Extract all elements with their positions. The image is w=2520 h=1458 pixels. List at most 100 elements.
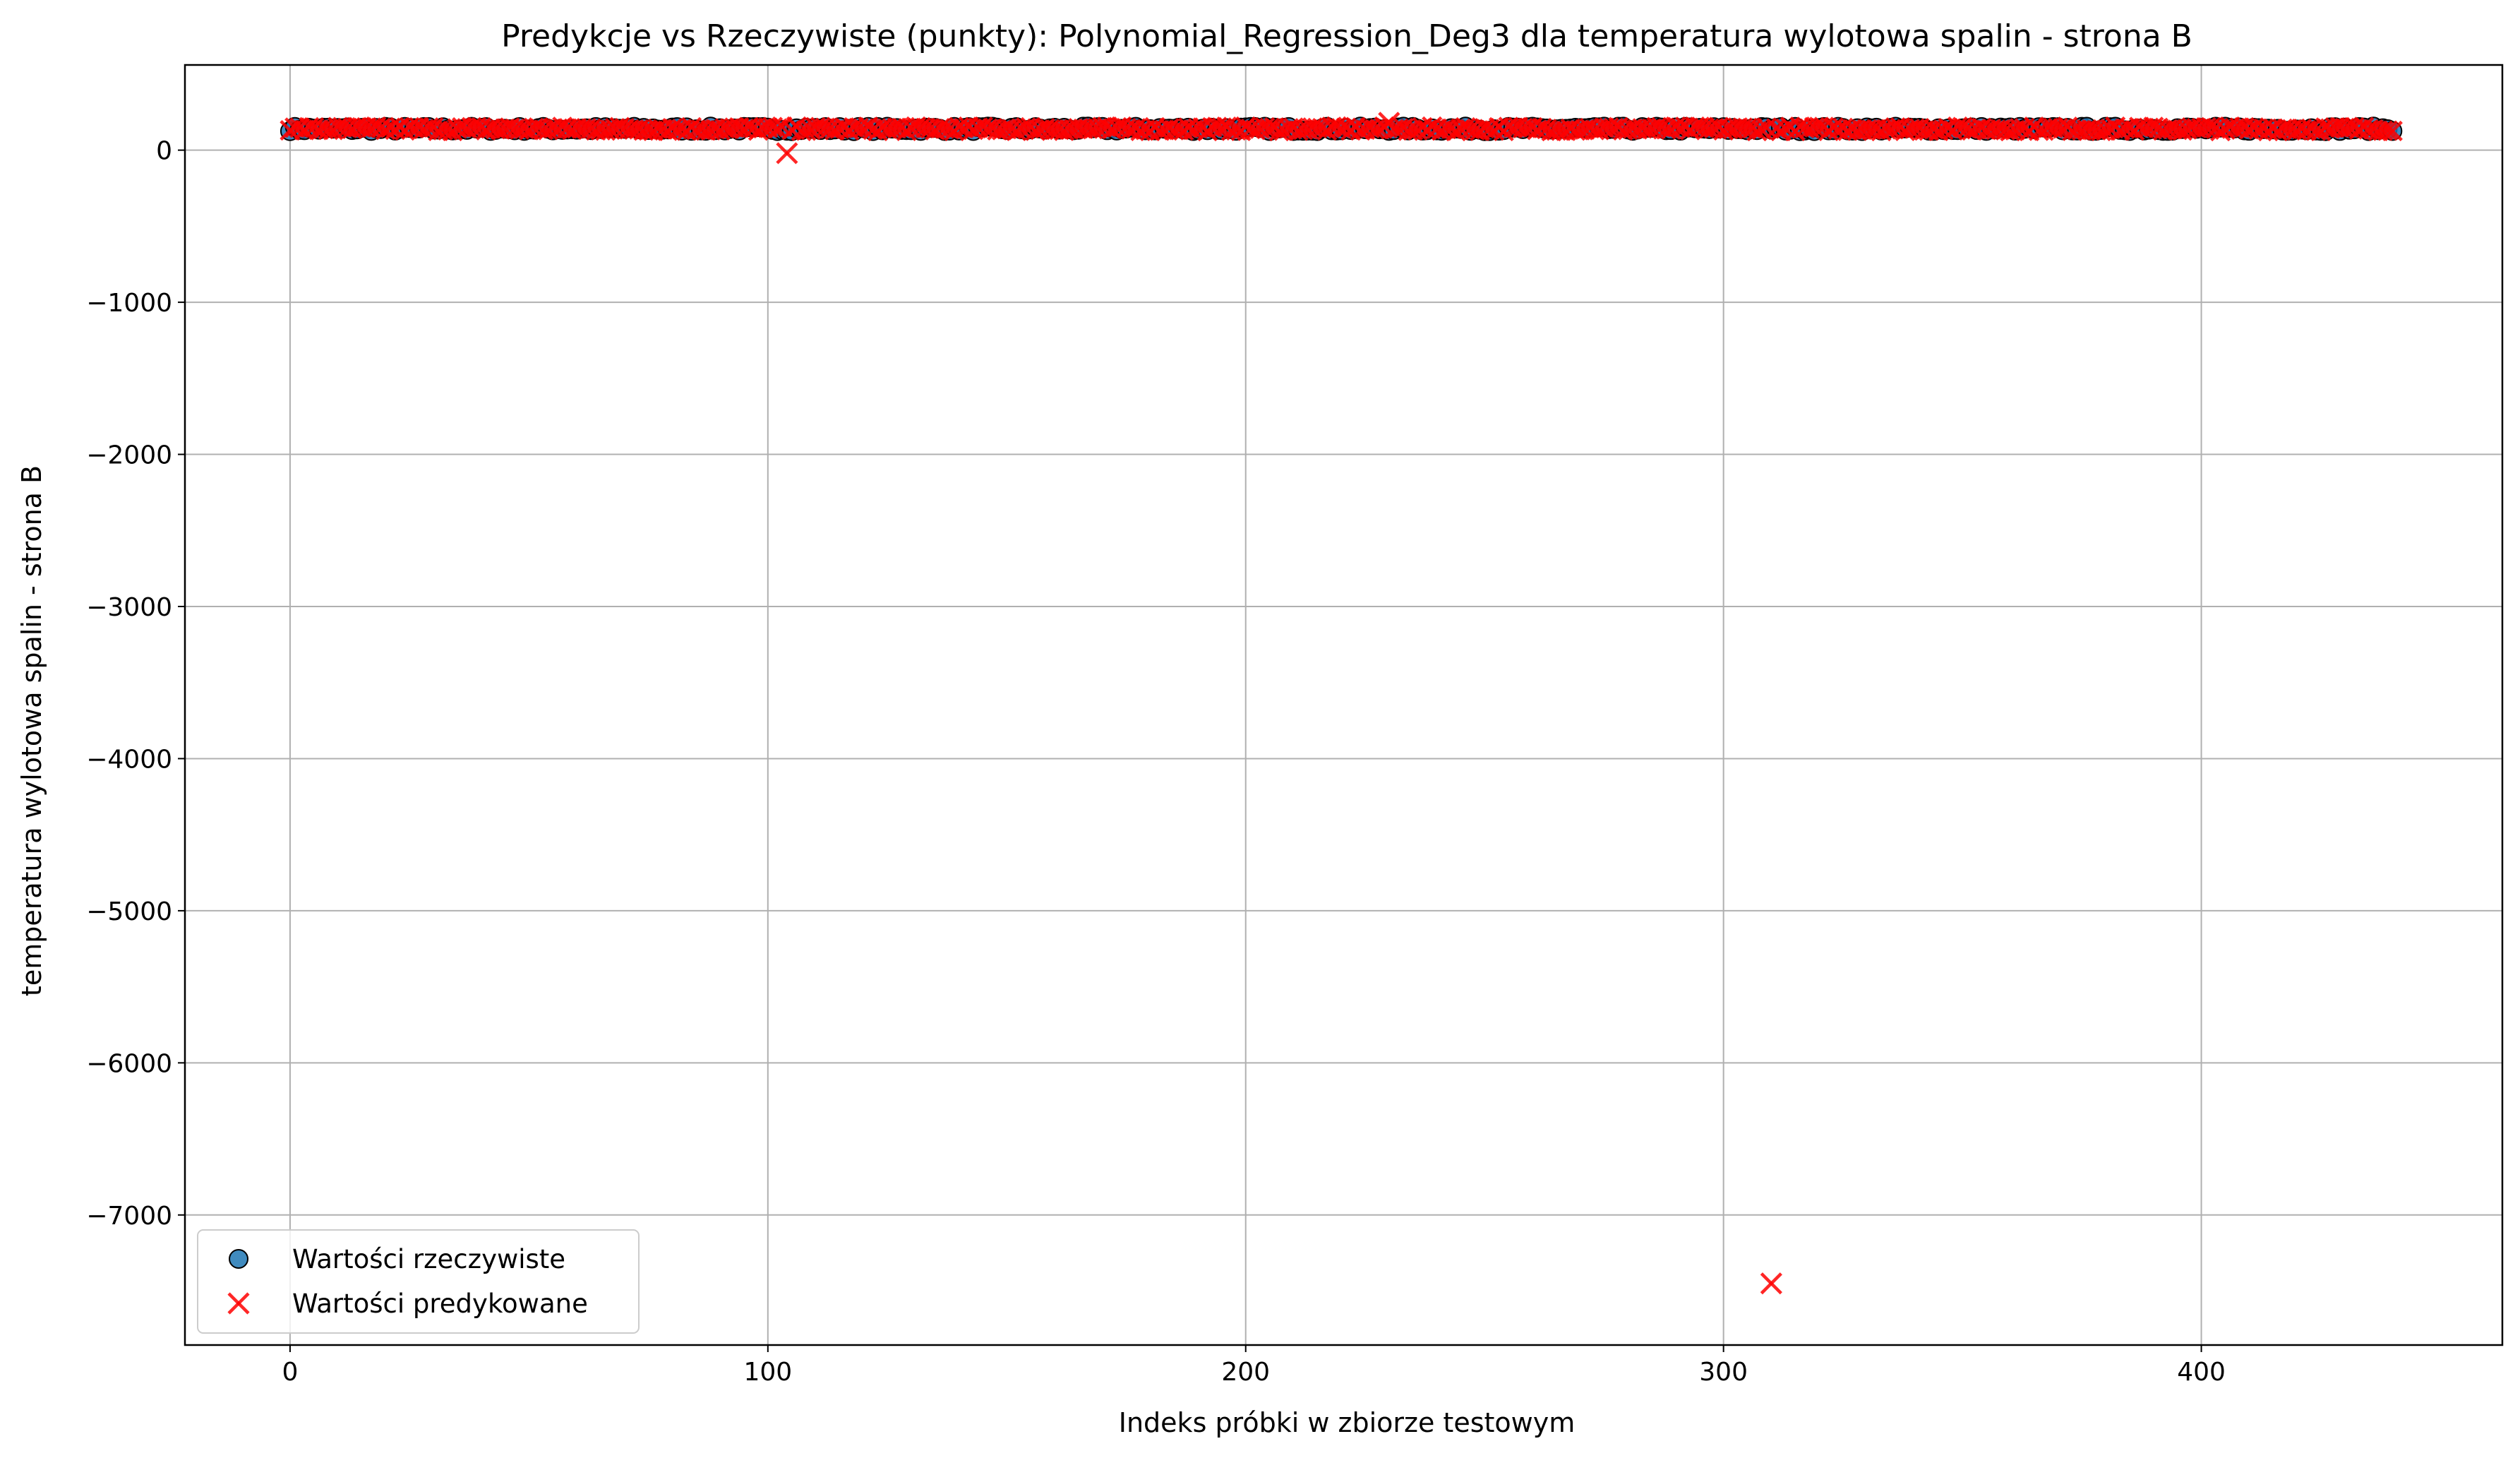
x-marker-stroke <box>1436 119 1457 140</box>
x-marker-stroke <box>1579 117 1600 139</box>
x-marker-stroke <box>2043 117 2064 138</box>
y-tick-label: −5000 <box>86 897 172 926</box>
x-marker-stroke <box>1651 116 1672 138</box>
x-marker-stroke <box>1775 118 1796 139</box>
x-tick-label: 200 <box>1221 1358 1270 1387</box>
x-marker-stroke <box>2248 119 2269 140</box>
predicted-point <box>2377 120 2399 141</box>
x-marker-stroke <box>1923 119 1945 140</box>
legend: Wartości rzeczywiste Wartości predykowane <box>197 1229 640 1334</box>
x-marker-stroke <box>724 117 745 138</box>
x-marker-stroke <box>1995 119 2016 141</box>
x-marker-stroke <box>1546 120 1567 141</box>
x-marker-stroke <box>2372 120 2394 141</box>
x-marker-stroke <box>953 117 974 139</box>
x-marker-stroke <box>404 117 425 139</box>
x-marker-stroke <box>666 119 688 140</box>
x-marker-stroke <box>1360 117 1381 138</box>
x-marker-stroke <box>2205 118 2226 139</box>
x-marker-stroke <box>2382 120 2403 142</box>
x-marker-stroke <box>1240 119 1261 140</box>
ticks-layer: 0 100 200 300 400 0 −1000 −2000 −3000 −4000 −5000 −… <box>86 137 2226 1387</box>
x-marker-stroke <box>1331 118 1352 139</box>
x-marker-stroke <box>776 142 798 165</box>
x-marker-stroke <box>1541 121 1562 142</box>
x-marker-stroke <box>820 118 841 139</box>
x-marker-stroke <box>1044 119 1065 141</box>
y-tick-label: −1000 <box>86 289 172 318</box>
x-marker-stroke <box>585 120 606 141</box>
x-marker-stroke <box>1441 118 1462 140</box>
x-marker-stroke <box>1474 118 1495 139</box>
x-marker-stroke <box>2086 119 2107 141</box>
x-marker-stroke <box>1765 118 1787 139</box>
x-marker-stroke <box>1828 119 1849 140</box>
x-marker-stroke <box>829 118 850 139</box>
x-marker-stroke <box>1593 117 1615 138</box>
x-marker-stroke <box>1187 118 1208 139</box>
x-tick-label: 0 <box>282 1358 298 1387</box>
x-marker-stroke <box>934 118 955 139</box>
x-marker-stroke <box>1398 120 1419 141</box>
x-marker-stroke <box>1957 118 1978 139</box>
predicted-point <box>2372 120 2394 141</box>
legend-actual-marker <box>229 1249 248 1269</box>
y-tick-label: −7000 <box>86 1202 172 1231</box>
x-marker-stroke <box>2286 120 2308 141</box>
x-marker-stroke <box>432 119 454 141</box>
x-marker-stroke <box>757 117 779 138</box>
x-marker-stroke <box>1307 117 1328 138</box>
x-marker-stroke <box>762 116 784 138</box>
x-marker-stroke <box>1751 119 1772 141</box>
chart-title: Predykcje vs Rzeczywiste (punkty): Polyn… <box>501 18 2192 54</box>
predicted-outlier-point <box>1378 112 1400 134</box>
x-marker-stroke <box>1077 118 1098 139</box>
x-marker-stroke <box>2257 121 2279 142</box>
y-tick-label: −6000 <box>86 1049 172 1078</box>
legend-label-actual: Wartości rzeczywiste <box>292 1244 565 1274</box>
y-tick-label: −2000 <box>86 441 172 470</box>
x-marker-stroke <box>1693 117 1715 138</box>
x-marker-stroke <box>844 116 865 138</box>
plot-area-frame <box>184 64 2504 1346</box>
x-marker-stroke <box>1976 119 1997 141</box>
x-marker-stroke <box>509 119 530 140</box>
x-marker-stroke <box>1154 119 1175 141</box>
x-marker-stroke <box>2339 117 2360 138</box>
predicted-point <box>762 116 784 138</box>
x-marker-stroke <box>1627 119 1648 140</box>
x-tick-label: 100 <box>743 1358 792 1387</box>
x-tick-label: 300 <box>1699 1358 1748 1387</box>
x-marker-stroke <box>485 119 506 140</box>
x-marker-stroke <box>1837 120 1859 141</box>
x-marker-stroke <box>1555 120 1576 141</box>
x-marker-stroke <box>284 117 306 138</box>
x-marker-stroke <box>452 116 473 138</box>
x-marker-stroke <box>700 119 721 141</box>
x-marker-stroke <box>1919 120 1940 141</box>
x-marker-stroke <box>1049 119 1070 141</box>
y-tick-label: 0 <box>156 137 172 166</box>
x-marker-stroke <box>351 116 373 138</box>
x-marker-stroke <box>1072 118 1094 140</box>
x-tick-label: 400 <box>2177 1358 2226 1387</box>
predicted-outlier-point <box>776 142 798 165</box>
y-axis-label: temperatura wylotowa spalin - strona B <box>16 465 47 996</box>
x-marker-stroke <box>385 119 406 141</box>
x-marker-stroke <box>1355 119 1376 141</box>
x-marker-stroke <box>1378 112 1400 134</box>
legend-label-predicted: Wartości predykowane <box>292 1289 588 1319</box>
x-marker-stroke <box>2238 119 2260 140</box>
x-marker-stroke <box>1096 116 1118 138</box>
x-marker-stroke <box>1631 118 1653 139</box>
x-axis-label: Indeks próbki w zbiorze testowym <box>1119 1407 1575 1438</box>
y-tick-label: −4000 <box>86 745 172 774</box>
x-marker-stroke <box>1852 119 1873 141</box>
x-marker-stroke <box>227 1292 250 1315</box>
x-marker-stroke <box>1130 120 1151 141</box>
grid-layer <box>185 65 2502 1345</box>
x-marker-stroke <box>633 120 654 141</box>
x-marker-stroke <box>1760 1272 1782 1295</box>
legend-predicted-marker <box>227 1292 250 1315</box>
predicted-point <box>1220 120 1242 141</box>
